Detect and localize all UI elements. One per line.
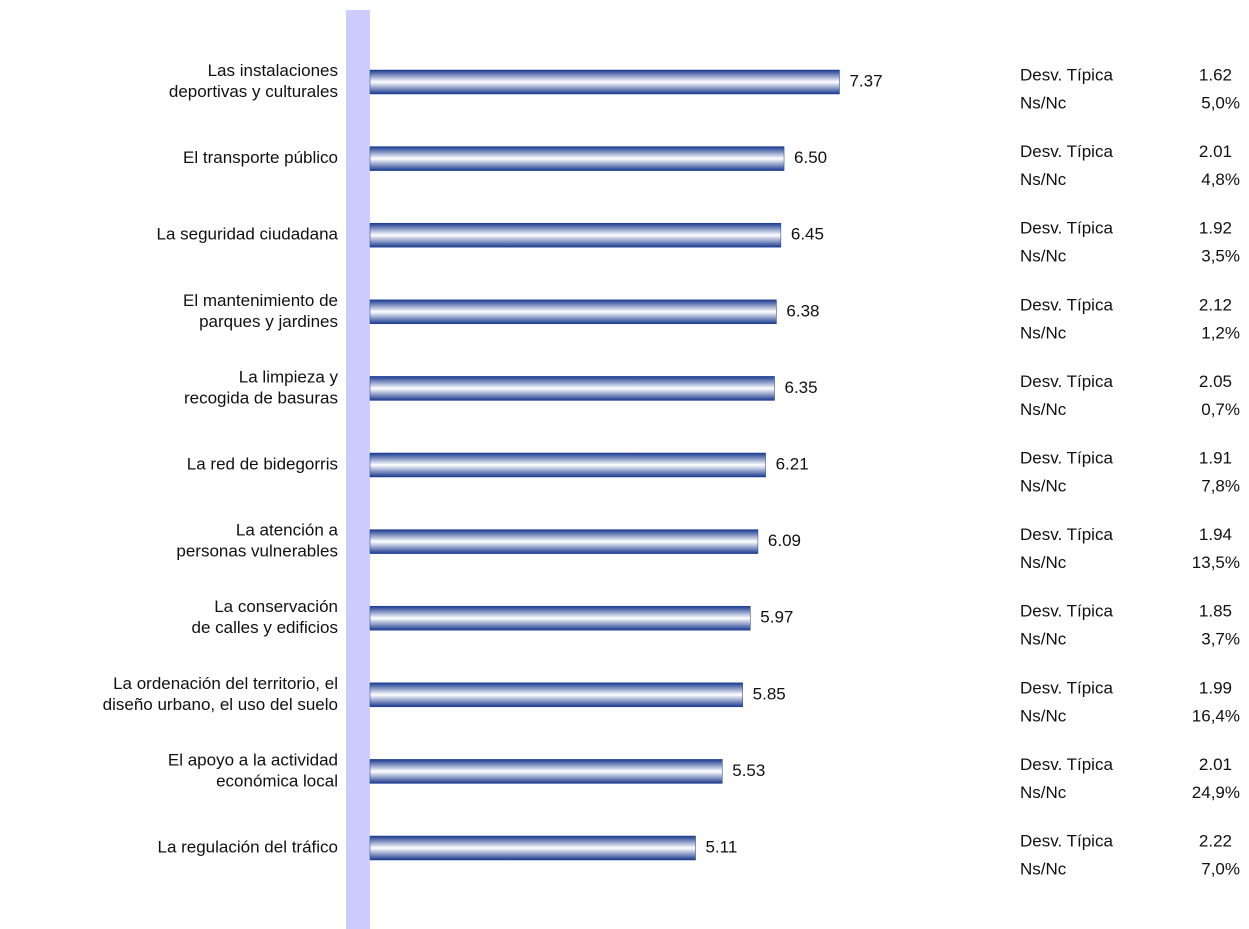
category-label: La regulación del tráfico — [157, 837, 338, 856]
nsnc-value: 4,8% — [1201, 170, 1240, 189]
nsnc-label: Ns/Nc — [1020, 553, 1067, 572]
std-value: 1.99 — [1199, 678, 1232, 697]
std-label: Desv. Típica — [1020, 678, 1113, 697]
bar — [369, 376, 775, 401]
category-label: La red de bidegorris — [187, 454, 338, 473]
category-label: personas vulnerables — [176, 542, 338, 561]
value-label: 5.11 — [706, 837, 738, 856]
std-label: Desv. Típica — [1020, 755, 1113, 774]
nsnc-label: Ns/Nc — [1020, 247, 1067, 266]
bar — [369, 682, 743, 708]
std-label: Desv. Típica — [1020, 602, 1113, 621]
nsnc-value: 3,7% — [1201, 630, 1240, 649]
category-label: La conservación — [214, 597, 338, 616]
category-label: La ordenación del territorio, el — [113, 674, 338, 693]
bar — [369, 222, 782, 248]
bar — [369, 452, 766, 478]
category-label: recogida de basuras — [184, 388, 338, 407]
std-label: Desv. Típica — [1020, 448, 1113, 467]
category-label: económica local — [216, 771, 338, 790]
nsnc-value: 5,0% — [1201, 93, 1240, 112]
nsnc-label: Ns/Nc — [1020, 476, 1067, 495]
std-label: Desv. Típica — [1020, 142, 1113, 161]
value-label: 7.37 — [849, 71, 882, 90]
nsnc-value: 0,7% — [1201, 400, 1240, 419]
nsnc-label: Ns/Nc — [1020, 859, 1067, 878]
std-value: 2.12 — [1199, 295, 1232, 314]
std-label: Desv. Típica — [1020, 65, 1113, 84]
value-label: 6.38 — [786, 301, 819, 320]
nsnc-label: Ns/Nc — [1020, 630, 1067, 649]
std-value: 2.05 — [1199, 372, 1232, 391]
std-value: 2.01 — [1199, 755, 1232, 774]
nsnc-label: Ns/Nc — [1020, 783, 1067, 802]
std-label: Desv. Típica — [1020, 295, 1113, 314]
value-label: 5.97 — [760, 608, 793, 627]
category-label: El transporte público — [183, 148, 338, 167]
bar — [369, 69, 840, 95]
std-label: Desv. Típica — [1020, 525, 1113, 544]
std-value: 2.01 — [1199, 142, 1232, 161]
nsnc-value: 7,0% — [1201, 859, 1240, 878]
value-label: 5.53 — [732, 761, 765, 780]
bar — [369, 759, 723, 784]
std-value: 2.22 — [1199, 831, 1232, 850]
category-label: La seguridad ciudadana — [157, 225, 339, 244]
bar — [369, 835, 696, 861]
value-label: 6.45 — [791, 225, 824, 244]
category-label: diseño urbano, el uso del suelo — [103, 695, 338, 714]
std-value: 1.91 — [1199, 448, 1232, 467]
bar — [369, 605, 751, 631]
nsnc-value: 13,5% — [1192, 553, 1240, 572]
value-label: 6.50 — [794, 148, 827, 167]
category-label: La limpieza y — [239, 367, 339, 386]
value-label: 6.09 — [768, 531, 801, 550]
std-label: Desv. Típica — [1020, 219, 1113, 238]
category-label: El mantenimiento de — [183, 291, 338, 310]
value-label: 6.21 — [776, 454, 809, 473]
category-label: La atención a — [236, 521, 339, 540]
std-value: 1.94 — [1199, 525, 1232, 544]
bar — [369, 299, 777, 325]
nsnc-value: 16,4% — [1192, 706, 1240, 725]
std-label: Desv. Típica — [1020, 372, 1113, 391]
nsnc-value: 1,2% — [1201, 323, 1240, 342]
std-value: 1.92 — [1199, 219, 1232, 238]
nsnc-value: 24,9% — [1192, 783, 1240, 802]
nsnc-label: Ns/Nc — [1020, 93, 1067, 112]
category-label: deportivas y culturales — [169, 82, 338, 101]
std-label: Desv. Típica — [1020, 831, 1113, 850]
nsnc-label: Ns/Nc — [1020, 170, 1067, 189]
nsnc-label: Ns/Nc — [1020, 323, 1067, 342]
std-value: 1.62 — [1199, 65, 1232, 84]
nsnc-label: Ns/Nc — [1020, 400, 1067, 419]
bar — [369, 146, 785, 171]
value-label: 6.35 — [784, 378, 817, 397]
category-label: Las instalaciones — [208, 61, 338, 80]
value-label: 5.85 — [753, 684, 786, 703]
std-value: 1.85 — [1199, 602, 1232, 621]
category-label: de calles y edificios — [192, 618, 338, 637]
category-label: parques y jardines — [199, 312, 338, 331]
nsnc-value: 7,8% — [1201, 476, 1240, 495]
bar — [369, 529, 759, 554]
nsnc-value: 3,5% — [1201, 247, 1240, 266]
category-label: El apoyo a la actividad — [168, 750, 338, 769]
nsnc-label: Ns/Nc — [1020, 706, 1067, 725]
axis-band — [346, 10, 370, 929]
